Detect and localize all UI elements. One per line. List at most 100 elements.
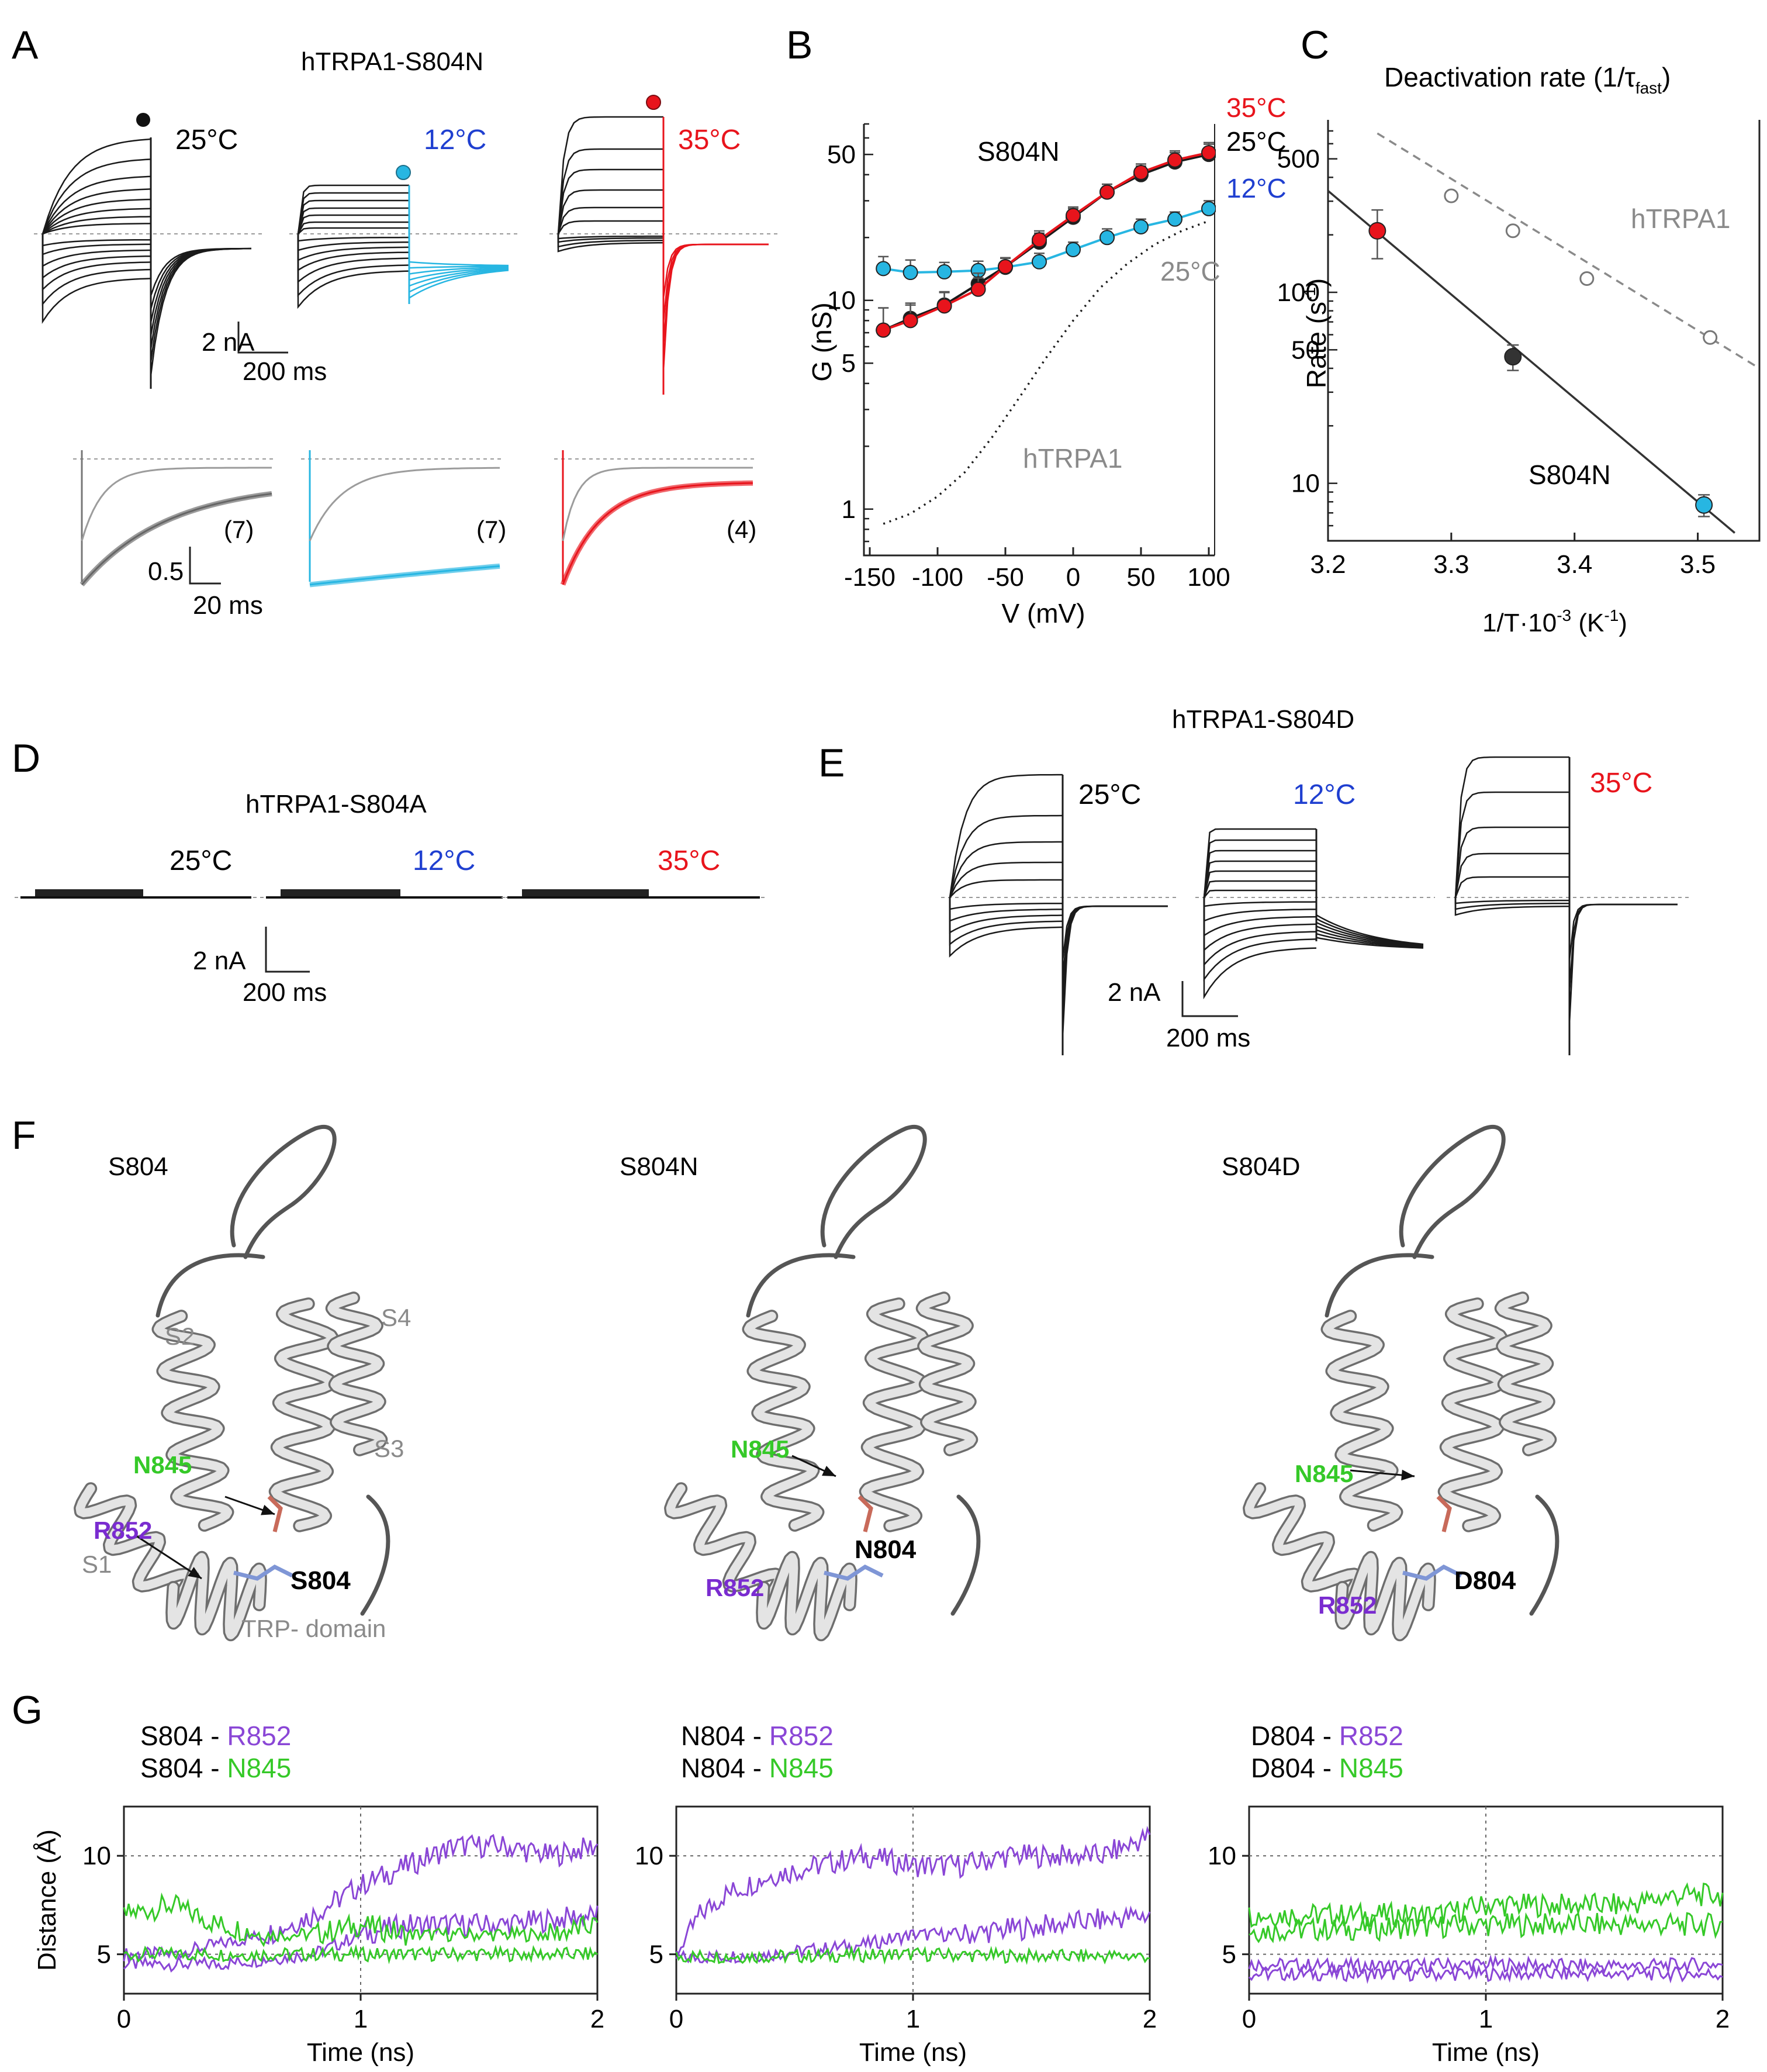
pointer-arrowhead: [1401, 1469, 1415, 1481]
extracellular-loop-1: [230, 1125, 337, 1259]
trace-e-12c-outward-step: [1204, 889, 1316, 898]
trace-35c-tail-current: [662, 243, 769, 299]
plot-2-legend-n845: N804 - N845: [681, 1753, 834, 1783]
sidechain-3: [1402, 1564, 1462, 1581]
panel-c-xlabel-end: ): [1619, 609, 1627, 637]
current-block: [281, 889, 400, 896]
y-tick-label: 1: [842, 495, 856, 524]
distance-trace: [123, 1833, 599, 1964]
data-point: [1032, 232, 1047, 248]
structure-2-label-r852: R852: [706, 1574, 764, 1601]
trace-e-35c-outward-step: [1454, 791, 1569, 898]
mutant-data-point: [1504, 348, 1522, 366]
panel-c-ylabel-end: ): [1301, 278, 1332, 287]
data-point: [1099, 184, 1115, 200]
plot-1-res-2: S804: [140, 1753, 203, 1783]
current-block: [35, 889, 143, 896]
x-axis-label: Time (ns): [1432, 2038, 1540, 2067]
x-tick-label: 3.2: [1310, 550, 1346, 579]
distance-trace: [1248, 1882, 1724, 1929]
panel-c-plot: [1327, 132, 1760, 534]
panel-e-current-traces: [941, 756, 1689, 1055]
panel-a-tail-scale-time: 20 ms: [193, 591, 263, 620]
structure-3-label-r852: R852: [1318, 1591, 1377, 1619]
trace-e-25c-outward-step: [949, 814, 1063, 898]
plot-2-res: N804: [681, 1721, 745, 1751]
trace-25c-inward-step: [42, 234, 151, 255]
structure-1-label-site: S804: [291, 1566, 351, 1595]
trace-12c-outward-step: [297, 192, 409, 234]
distance-trace: [675, 1945, 1150, 1965]
helix-trp-2: [758, 1553, 856, 1639]
trace-e-12c-tail-current: [1316, 929, 1424, 948]
trace-35c-tail-current: [662, 243, 769, 347]
plot-1-legend-n845: S804 - N845: [140, 1753, 291, 1783]
x-tick-label: 3.5: [1680, 550, 1716, 579]
trace-e-25c-outward-step: [949, 841, 1063, 898]
panel-b-legend-12: 12°C: [1226, 173, 1287, 203]
pointer-arrow: [134, 1534, 202, 1580]
plot-2-legend-r852: N804 - R852: [681, 1721, 834, 1751]
trace-12c-outward-step: [297, 214, 409, 234]
distance-plot-3: 5 10 0 1 2 Time (ns): [1208, 1805, 1730, 2067]
plot-2-sep-2: -: [745, 1753, 769, 1783]
trace-12c-inward-step: [297, 234, 410, 309]
trace-12c-inward-step: [297, 234, 409, 242]
x-tick-label: 0: [669, 2005, 683, 2033]
structure-1-label-s4: S4: [381, 1304, 411, 1331]
panel-d-scale-time: 200 ms: [243, 978, 327, 1007]
trace-e-35c-outward-step: [1454, 826, 1569, 898]
x-tick-label: 0: [1242, 2005, 1256, 2033]
data-point: [1201, 201, 1216, 216]
sidechain-b-3: [1436, 1495, 1452, 1532]
panel-c-xlabel: 1/T·10-3 (K-1): [1482, 606, 1627, 637]
marker-dot-25: [136, 113, 150, 127]
panel-d-scale-current: 2 nA: [193, 947, 246, 975]
trace-e-12c-inward-step: [1203, 897, 1317, 982]
panel-e-temp-25: 25°C: [1078, 779, 1141, 810]
panel-c-letter: C: [1301, 23, 1329, 67]
loop-s1s2-3: [1325, 1253, 1434, 1318]
trace-12c-inward-step: [297, 234, 409, 251]
structure-1-label-n845: N845: [133, 1451, 192, 1479]
trace-12c-inward-step: [297, 234, 410, 298]
panel-a-scale-time: 200 ms: [243, 357, 327, 386]
panel-a-temp-25: 25°C: [175, 125, 238, 156]
data-point: [876, 322, 891, 338]
trace-e-12c-inward-step: [1203, 897, 1317, 967]
y-tick-label: 50: [827, 140, 856, 169]
panel-a-scalebar: [237, 322, 288, 354]
trace-e-12c-tail-current: [1316, 918, 1424, 946]
trace-e-12c-outward-step: [1203, 839, 1316, 898]
panel-e-scale-time: 200 ms: [1166, 1024, 1250, 1052]
x-tick-label: 2: [1143, 2005, 1157, 2033]
structure-3-label-n845: N845: [1295, 1460, 1353, 1487]
trace-e-35c-inward-step: [1454, 897, 1569, 910]
plot-3-legend-r852: D804 - R852: [1251, 1721, 1403, 1751]
pointer-arrowhead: [188, 1567, 202, 1579]
trace-12c-outward-step: [297, 184, 409, 234]
panel-b-label-mutant: S804N: [977, 136, 1060, 167]
helix-s2-3: [1323, 1311, 1401, 1530]
panel-g-plots: 5 10 0 1 2 Time (ns) 5 10 0 1 2 Time (ns) 5 10 0 1 2 Time…: [82, 1805, 1730, 2067]
panel-c-title: Deactivation rate (1/τfast): [1384, 62, 1671, 97]
data-point: [1167, 211, 1182, 227]
data-point: [902, 265, 918, 281]
trace-layer: [1248, 1882, 1724, 1984]
panel-b-legend-35: 35°C: [1226, 92, 1287, 123]
trace-12c-inward-step: [297, 234, 410, 272]
structure-1-label-r852: R852: [94, 1517, 152, 1544]
trace-35c-tail-current: [662, 243, 769, 371]
x-tick-label: -150: [844, 563, 895, 592]
trace-35c-inward-step: [557, 234, 663, 240]
panel-c-title-main: Deactivation rate (1/τ: [1384, 62, 1635, 92]
data-point: [1032, 254, 1047, 270]
tail-12c-reference-trace: [309, 467, 500, 541]
loop-c-3: [1529, 1494, 1559, 1616]
plot-2-res-2: N804: [681, 1753, 745, 1783]
panel-a-tail-scalebar: [189, 547, 221, 585]
x-axis-label: Time (ns): [859, 2038, 967, 2067]
panel-b-xlabel: V (mV): [1001, 598, 1085, 628]
panel-b-ylabel: G (nS): [807, 302, 837, 381]
